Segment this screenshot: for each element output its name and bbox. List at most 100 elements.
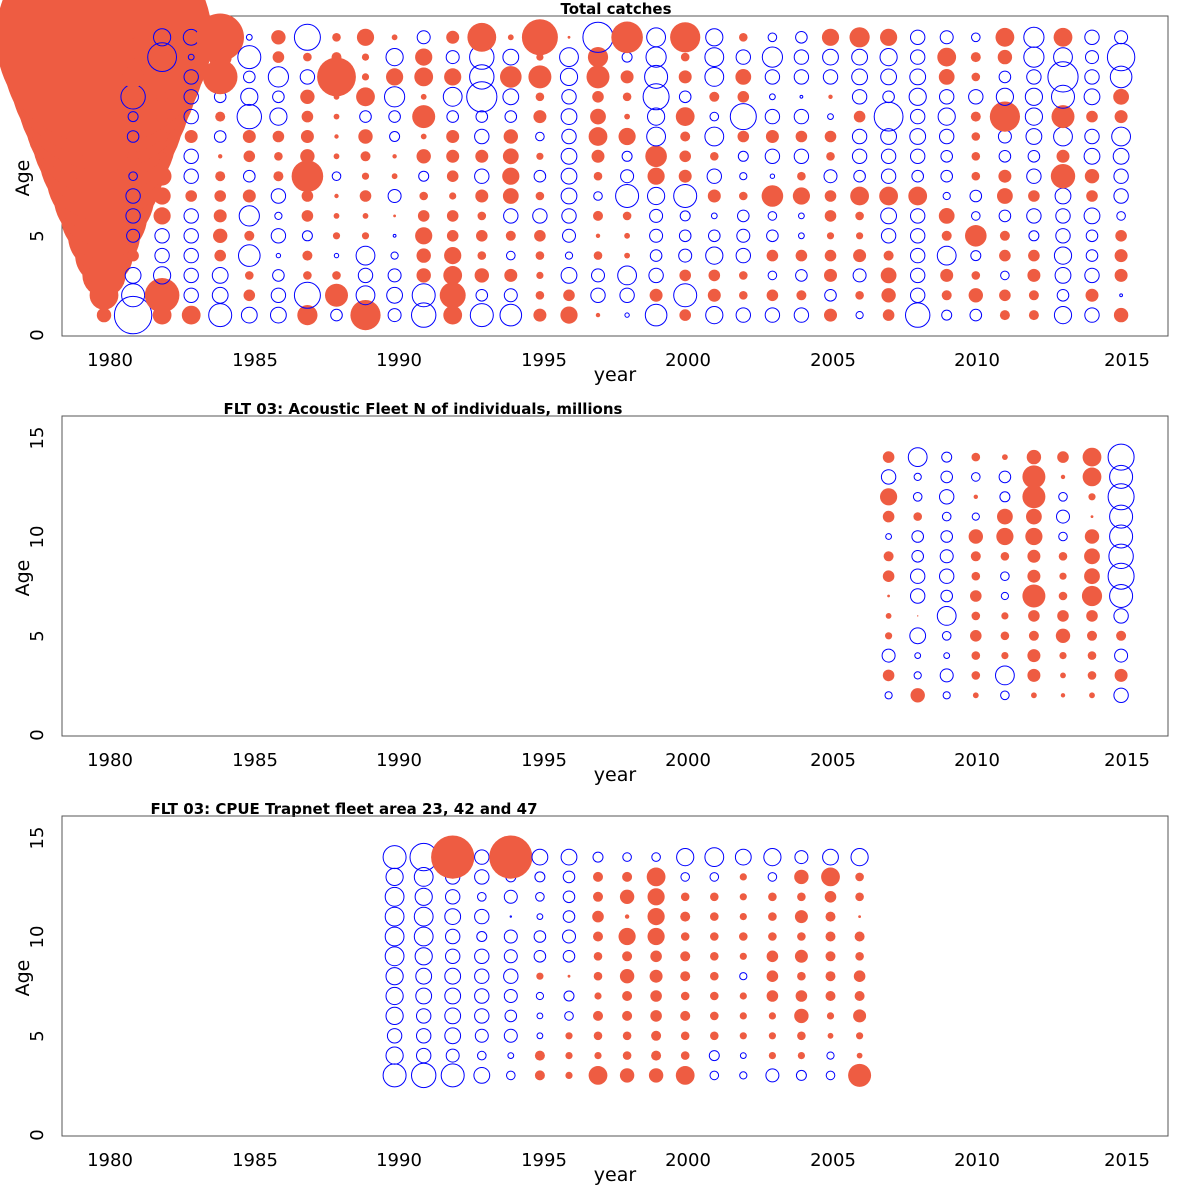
residual-bubble [154, 228, 170, 244]
residual-bubble [588, 1066, 608, 1085]
residual-bubble [851, 148, 868, 165]
residual-bubble [624, 914, 630, 919]
y-tick-label: 5 [27, 630, 48, 641]
residual-bubble [651, 852, 661, 862]
residual-bubble [565, 1032, 573, 1040]
residual-bubble [1028, 310, 1039, 321]
residual-bubble [469, 64, 495, 90]
residual-bubble [1026, 69, 1042, 85]
residual-bubble [1087, 651, 1097, 660]
residual-bubble [880, 128, 897, 145]
residual-bubble [272, 269, 285, 282]
residual-bubble [560, 267, 578, 284]
y-tick-label: 15 [27, 827, 48, 850]
residual-bubble [824, 190, 837, 202]
residual-bubble [489, 835, 533, 879]
residual-bubble [535, 291, 545, 300]
residual-bubble [113, 295, 153, 335]
residual-bubble [565, 1052, 573, 1060]
panel-cpue-trapnet: FLT 03: CPUE Trapnet fleet area 23, 42 a… [0, 800, 1200, 1200]
residual-bubble [680, 991, 690, 1001]
residual-bubble [856, 232, 864, 240]
residual-bubble [384, 886, 405, 907]
residual-bubble [768, 1012, 777, 1020]
residual-bubble [564, 251, 574, 260]
residual-bubble [739, 1032, 747, 1040]
residual-bubble [651, 1050, 662, 1061]
residual-bubble [357, 267, 374, 284]
residual-bubble [937, 47, 957, 67]
residual-bubble [359, 190, 372, 202]
residual-bubble [884, 691, 893, 700]
residual-bubble [1113, 88, 1129, 105]
residual-bubble [907, 447, 928, 467]
residual-bubble [474, 968, 490, 984]
residual-bubble [299, 69, 316, 85]
residual-bubble [735, 307, 751, 323]
x-tick-label: 1995 [521, 350, 567, 371]
residual-bubble [446, 230, 459, 242]
residual-bubble [535, 131, 545, 142]
residual-bubble [218, 154, 223, 159]
residual-bubble [416, 1008, 432, 1024]
residual-bubble [125, 188, 141, 204]
residual-bubble [270, 228, 287, 244]
residual-bubble [855, 952, 864, 961]
residual-bubble [562, 890, 576, 904]
residual-bubble [971, 512, 980, 521]
residual-bubble [739, 972, 748, 981]
residual-bubble [533, 110, 547, 124]
residual-bubble [593, 931, 603, 942]
x-tick-label: 1980 [87, 750, 133, 771]
residual-bubble [331, 171, 342, 181]
residual-bubble [680, 911, 691, 922]
residual-bubble [536, 53, 544, 61]
residual-bubble [567, 35, 571, 39]
residual-bubble [183, 148, 199, 165]
residual-bubble [128, 171, 138, 181]
residual-bubble [474, 1028, 489, 1043]
residual-bubble [710, 1031, 719, 1041]
residual-bubble [156, 110, 168, 123]
residual-bubble [238, 244, 261, 267]
residual-bubble [854, 931, 865, 942]
residual-bubble [131, 35, 135, 39]
residual-bubble [766, 990, 779, 1002]
residual-bubble [565, 1071, 573, 1079]
residual-bubble [414, 67, 434, 87]
residual-bubble [680, 872, 691, 882]
residual-bubble [303, 52, 312, 62]
chart-title: FLT 03: CPUE Trapnet fleet area 23, 42 a… [150, 800, 537, 818]
residual-bubble [942, 191, 951, 201]
residual-bubble [385, 48, 404, 67]
residual-bubble [183, 287, 199, 303]
residual-bubble [502, 88, 520, 106]
residual-bubble [997, 508, 1013, 525]
residual-bubble [562, 228, 576, 243]
residual-bubble [475, 149, 489, 163]
residual-bubble [768, 1032, 777, 1040]
residual-bubble [1055, 208, 1071, 224]
residual-bubble [560, 108, 578, 125]
residual-bubble [474, 268, 489, 283]
residual-bubble [710, 952, 719, 961]
residual-bubble [710, 932, 719, 941]
residual-bubble [798, 212, 805, 220]
residual-bubble [827, 113, 834, 120]
residual-bubble [910, 287, 926, 303]
residual-bubble [795, 269, 808, 282]
y-tick-label: 10 [27, 526, 48, 549]
residual-bubble [411, 1062, 437, 1089]
residual-bubble [883, 250, 894, 261]
residual-bubble [358, 129, 373, 144]
residual-bubble [971, 132, 981, 141]
x-tick-label: 1990 [376, 350, 422, 371]
residual-bubble [735, 49, 751, 65]
x-tick-label: 1985 [232, 750, 278, 771]
residual-bubble [970, 590, 982, 602]
residual-bubble [853, 970, 866, 982]
residual-bubble [649, 249, 663, 262]
residual-bubble [937, 107, 956, 126]
residual-bubble [1051, 84, 1075, 109]
residual-bubble [971, 152, 981, 161]
